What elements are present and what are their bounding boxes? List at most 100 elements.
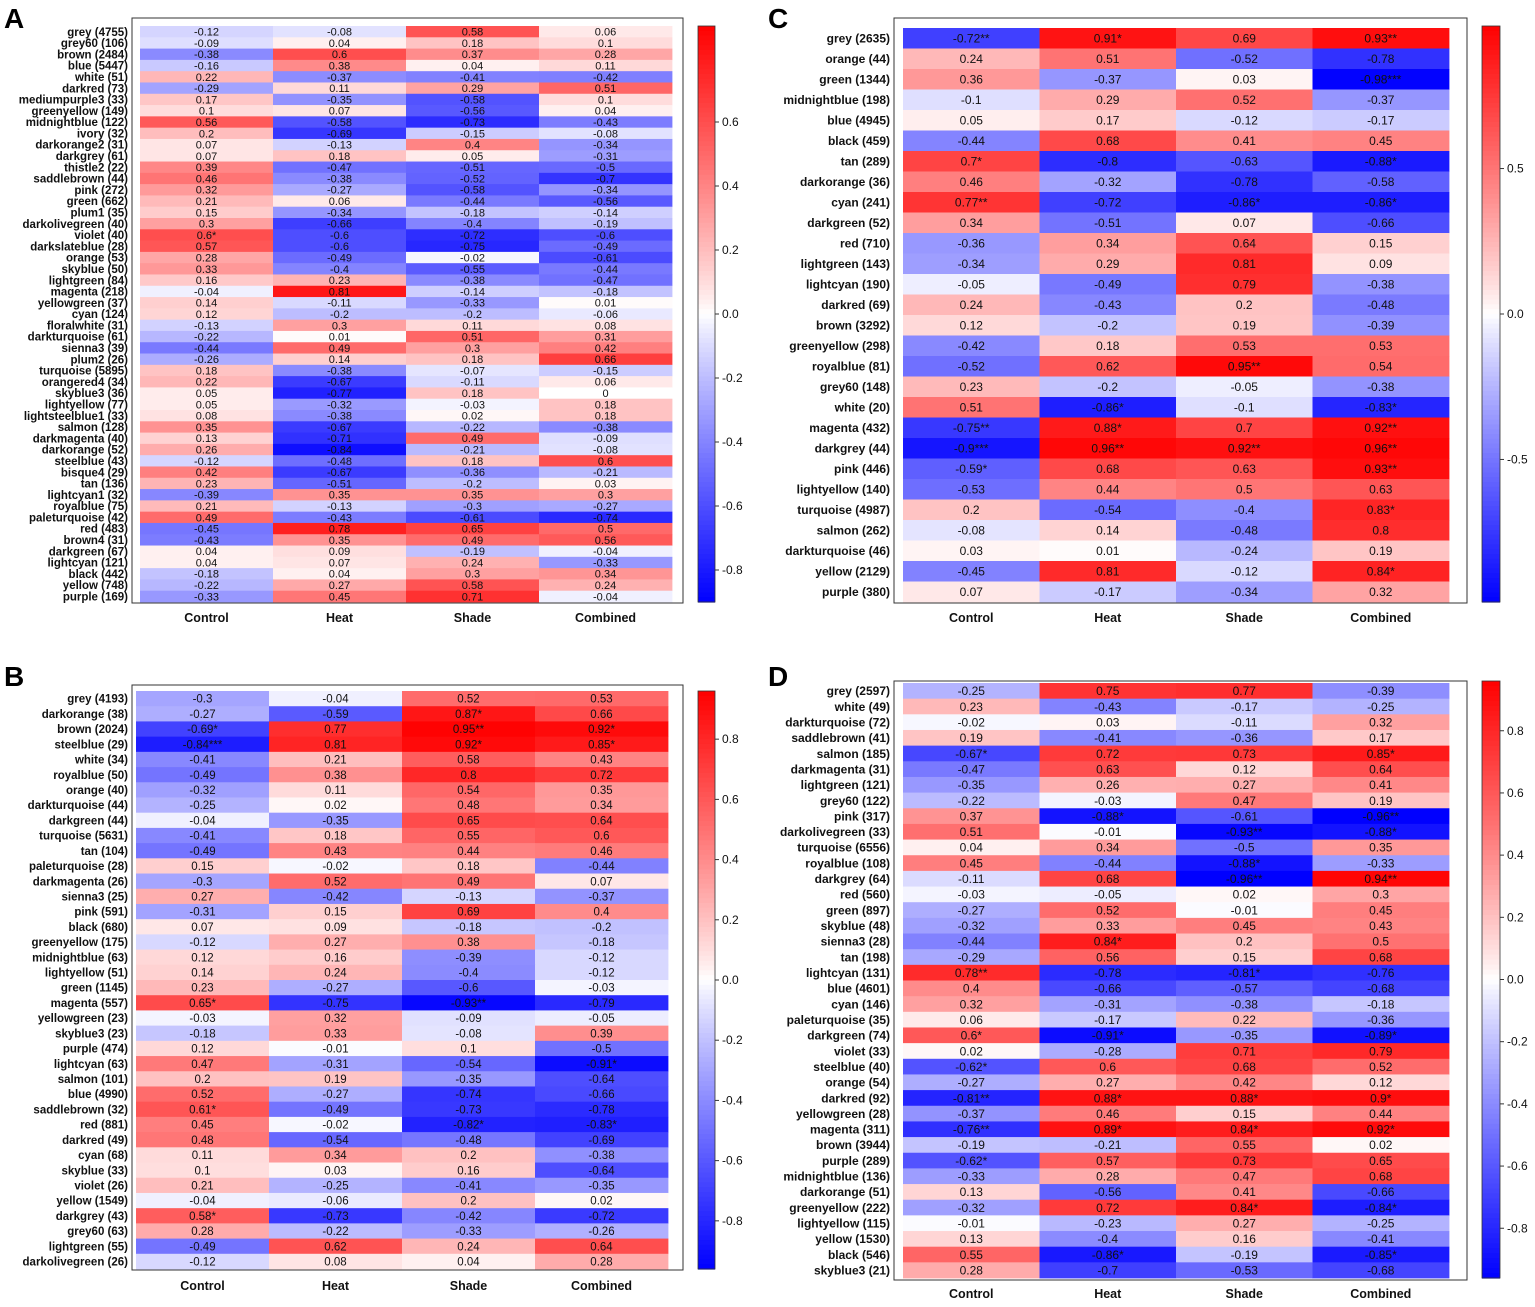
cell-value-label: -0.17	[1094, 1013, 1122, 1027]
cell-value-label: 0.32	[1369, 715, 1393, 729]
heatmap-cell	[406, 150, 540, 162]
heatmap-cell	[273, 545, 407, 558]
row-label: orangered4 (34)	[42, 377, 128, 389]
colorbar-segment	[1482, 1039, 1500, 1045]
colorbar-segment	[698, 830, 715, 837]
cell-value-label: 0.87*	[455, 709, 482, 721]
heatmap-cell	[903, 917, 1040, 934]
heatmap-cell	[269, 934, 403, 950]
colorbar-segment	[1482, 695, 1500, 702]
heatmap-cell	[1039, 1090, 1177, 1107]
row-label: greenyellow (222)	[789, 1201, 890, 1215]
colorbar-segment	[698, 719, 715, 726]
heatmap-cell	[1176, 698, 1313, 715]
heatmap-panel-a: A -0.12 -0.08 0.58 0.06-0.09 0.04 0.18 0.1-0.38…	[4, 3, 743, 625]
row-label: thistle2 (22)	[64, 162, 128, 174]
heatmap-cell	[269, 919, 403, 935]
colorbar-segment	[698, 141, 715, 147]
heatmap-cell	[273, 138, 407, 151]
heatmap-cell	[539, 556, 673, 569]
heatmap-cell	[402, 691, 536, 707]
heatmap-cell	[406, 285, 540, 298]
heatmap-cell	[406, 263, 540, 275]
cell-value-label: -0.73	[322, 1211, 348, 1223]
cell-value-label: 0.08	[324, 1257, 346, 1269]
heatmap-cell	[1039, 1121, 1177, 1138]
row-label: steelblue (29)	[55, 739, 129, 751]
cell-value-label: 0.28	[960, 1263, 984, 1277]
colorbar-segment	[1482, 954, 1500, 961]
colorbar-segment	[698, 705, 715, 711]
cell-value-label: -0.38	[327, 411, 352, 423]
cell-value-label: 0.23	[329, 275, 350, 287]
cell-value-label: -0.49	[189, 1241, 215, 1253]
colorbar-segment	[1482, 705, 1500, 712]
cell-value-label: 0.01	[595, 298, 616, 310]
heatmap-cell	[269, 691, 403, 707]
row-label: lightyellow (51)	[45, 968, 128, 980]
row-label: darkgrey (44)	[815, 442, 890, 456]
heatmap-cell	[903, 714, 1040, 731]
heatmap-cell	[1039, 1074, 1177, 1091]
heatmap-cell	[1312, 48, 1450, 70]
cell-value-label: 0.4	[465, 140, 480, 152]
heatmap-cell	[402, 1040, 536, 1057]
colorbar-segment	[1482, 909, 1500, 916]
cell-value-label: 0.19	[960, 731, 984, 745]
heatmap-cell	[140, 48, 274, 61]
colorbar-segment	[1482, 1133, 1500, 1140]
cell-value-label: 0.2	[1236, 298, 1253, 312]
heatmap-cell	[140, 432, 274, 445]
heatmap-cell	[535, 858, 669, 874]
heatmap-cell	[402, 751, 536, 768]
colorbar-tick-label: 0.0	[1507, 973, 1524, 987]
colorbar-segment	[1482, 160, 1500, 166]
cell-value-label: 0.06	[595, 377, 616, 389]
cell-value-label: 0.26	[1096, 778, 1120, 792]
cell-value-label: 0.58	[462, 580, 483, 592]
colorbar-segment	[1482, 146, 1500, 152]
heatmap-cell	[1176, 964, 1313, 981]
heatmap-cell	[406, 93, 540, 106]
row-label: white (34)	[74, 755, 128, 767]
cell-value-label: -0.39	[194, 490, 219, 502]
cell-value-label: 0.92*	[1367, 1123, 1395, 1137]
colorbar-segment	[1482, 870, 1500, 876]
colorbar-segment	[698, 734, 715, 740]
cell-value-label: -0.12	[588, 952, 614, 964]
colorbar-segment	[1482, 830, 1500, 836]
cell-value-label: -0.2	[330, 309, 349, 321]
heatmap-cell	[1039, 698, 1177, 715]
heatmap-cell	[539, 274, 673, 287]
cell-value-label: -0.43	[1094, 298, 1122, 312]
cell-value-label: -0.35	[1231, 1029, 1259, 1043]
colorbar-segment	[1482, 904, 1500, 911]
colorbar-segment	[698, 806, 715, 813]
cell-value-label: 0.84*	[1230, 1201, 1258, 1215]
colorbar-segment	[1482, 745, 1500, 752]
cell-value-label: -0.56	[593, 196, 618, 208]
cell-value-label: -0.42	[593, 72, 618, 84]
colorbar-segment	[1482, 395, 1500, 401]
colorbar-tick-label: -0.8	[722, 563, 743, 577]
heatmap-cell	[269, 1056, 403, 1072]
row-label: darkred (92)	[821, 1091, 890, 1105]
heatmap-cell	[1312, 212, 1450, 234]
row-label: tan (198)	[841, 950, 890, 964]
cell-value-label: -0.54	[1094, 503, 1122, 517]
heatmap-cell	[539, 534, 673, 546]
cell-value-label: -0.91*	[586, 1059, 617, 1071]
heatmap-cell	[140, 229, 274, 241]
cell-value-label: 0.14	[329, 354, 350, 366]
cell-value-label: -0.84	[327, 444, 352, 456]
cell-value-label: 0.65	[1369, 1154, 1393, 1168]
cell-value-label: -0.51	[1094, 216, 1122, 230]
colorbar-segment	[698, 107, 715, 113]
colorbar-segment	[698, 573, 715, 579]
cell-value-label: -0.52	[460, 173, 485, 185]
row-label: darkred (69)	[821, 298, 890, 312]
colorbar-segment	[698, 980, 715, 986]
cell-value-label: 0.16	[196, 275, 217, 287]
heatmap-panel-d: D -0.25 0.75 0.77 -0.390.23 -0.43 -0.17 -0.25-0…	[768, 661, 1528, 1301]
heatmap-cell	[1312, 1199, 1450, 1216]
